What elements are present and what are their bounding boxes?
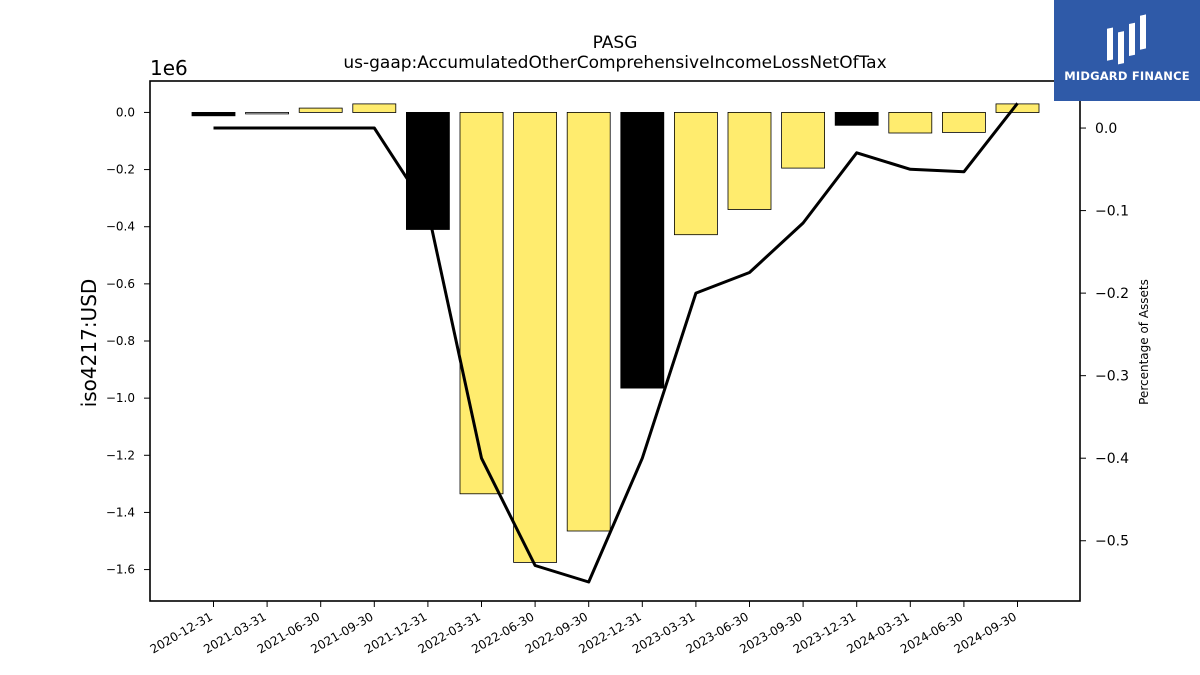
y2-tick-label: 0.0 <box>1095 121 1117 137</box>
y2-ticks-layer: 0.0 −0.1 −0.2 −0.3 −0.4 −0.5 <box>1080 121 1129 550</box>
bar-2021-06-30 <box>298 107 343 113</box>
bar-2024-03-31 <box>888 112 933 134</box>
brand-logo: MIDGARD FINANCE <box>1054 0 1200 101</box>
chart-title: PASG <box>593 33 638 53</box>
bar-2022-09-30 <box>566 112 611 532</box>
line-layer <box>213 102 1019 584</box>
plot-frame <box>149 80 1081 602</box>
y2-tick-label: −0.1 <box>1095 204 1129 220</box>
y-tick-label: −1.2 <box>106 448 135 462</box>
y2-axis-label: Percentage of Assets <box>1137 279 1151 405</box>
y-tick-label: −0.6 <box>106 277 135 291</box>
y-scale-label: 1e6 <box>150 56 188 80</box>
y2-tick-label: −0.4 <box>1095 451 1129 467</box>
x-ticks-layer: 2020-12-312021-03-312021-06-302021-09-30… <box>148 601 1019 656</box>
logo-text: MIDGARD FINANCE <box>1064 69 1190 83</box>
bar-2021-03-31 <box>245 112 290 115</box>
y-tick-label: −1.0 <box>106 391 135 405</box>
y-tick-label: −0.8 <box>106 334 135 348</box>
y-ticks-layer: 0.0 −0.2 −0.4 −0.6 −0.8 −1.0 −1.2 −1.4 −1.6 <box>106 105 150 577</box>
bars-layer <box>191 103 1040 563</box>
bar-2022-12-31 <box>620 112 665 389</box>
bar-2021-09-30 <box>352 103 397 113</box>
y2-tick-label: −0.3 <box>1095 369 1129 385</box>
percentage-of-assets-line <box>213 102 1019 584</box>
y-tick-label: −0.4 <box>106 220 135 234</box>
bar-2023-06-30 <box>727 112 772 210</box>
y2-tick-label: −0.2 <box>1095 286 1129 302</box>
bar-2020-12-31 <box>191 112 236 117</box>
bar-2022-03-31 <box>459 112 504 495</box>
y2-tick-label: −0.5 <box>1095 534 1129 550</box>
y-tick-label: −1.6 <box>106 563 135 577</box>
bar-2023-09-30 <box>781 112 825 169</box>
bar-2023-12-31 <box>834 112 879 126</box>
y-axis-label: iso4217:USD <box>77 279 101 408</box>
logo-mark-icon <box>1107 14 1146 65</box>
bar-2022-06-30 <box>513 112 557 563</box>
y-tick-label: 0.0 <box>116 105 135 119</box>
bar-2024-06-30 <box>942 112 986 133</box>
bar-2023-03-31 <box>674 112 718 236</box>
y-tick-label: −0.2 <box>106 163 135 177</box>
chart-subtitle: us-gaap:AccumulatedOtherComprehensiveInc… <box>343 53 886 73</box>
y-tick-label: −1.4 <box>106 505 135 519</box>
